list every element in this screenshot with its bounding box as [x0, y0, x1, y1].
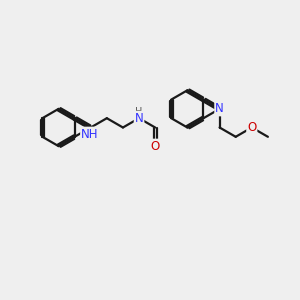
Text: O: O [247, 121, 256, 134]
Text: H: H [135, 106, 143, 117]
Text: N: N [215, 102, 224, 116]
Text: NH: NH [81, 128, 99, 141]
Text: N: N [135, 112, 143, 125]
Text: O: O [151, 140, 160, 153]
